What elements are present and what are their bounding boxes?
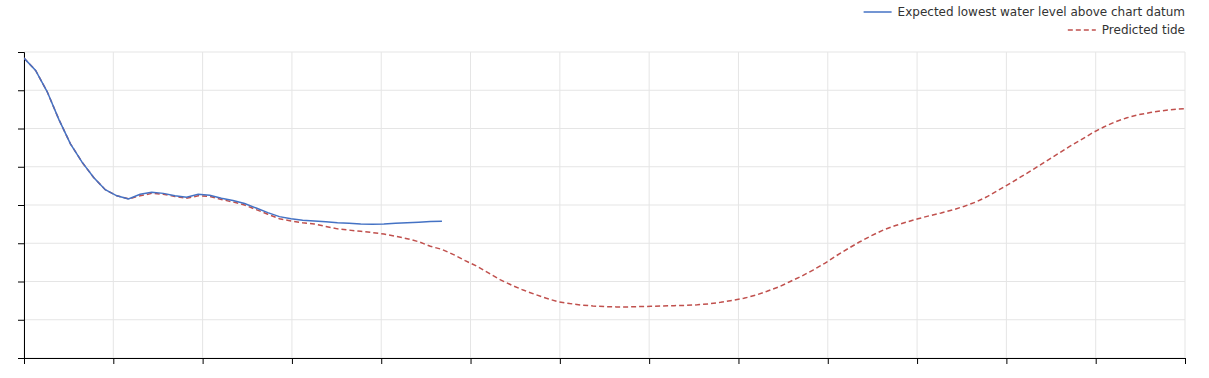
x-tick-mark: [738, 358, 739, 364]
series-line: [24, 58, 1185, 307]
x-tick-mark: [828, 358, 829, 364]
x-tick-mark: [917, 358, 918, 364]
x-tick: [649, 358, 650, 364]
y-grid-line: [24, 319, 1185, 320]
y-tick: [18, 90, 24, 91]
x-tick: [828, 358, 829, 364]
y-axis-line: [18, 53, 25, 359]
x-tick: [471, 358, 472, 364]
legend-label: Predicted tide: [1102, 23, 1185, 37]
x-tick: [560, 358, 561, 364]
y-grid-line: [24, 128, 1185, 129]
y-grid-line: [24, 205, 1185, 206]
y-tick-mark: [18, 282, 24, 283]
y-tick-mark: [18, 243, 24, 244]
legend-item: Expected lowest water level above chart …: [864, 5, 1185, 19]
y-tick-mark: [18, 90, 24, 91]
x-tick: [381, 358, 382, 364]
x-tick: [113, 358, 114, 364]
y-grid-line: [24, 52, 1185, 53]
series-line: [24, 58, 442, 224]
y-tick-mark: [18, 205, 24, 206]
x-tick-mark: [203, 358, 204, 364]
plot-area: [24, 58, 1185, 307]
x-tick-mark: [649, 358, 650, 364]
x-tick-mark: [292, 358, 293, 364]
x-tick-mark: [471, 358, 472, 364]
y-tick: [18, 320, 24, 321]
x-tick-mark: [1185, 358, 1186, 364]
x-tick: [1006, 358, 1007, 364]
y-grid-line: [24, 281, 1185, 282]
y-tick-mark: [18, 358, 24, 359]
x-tick-mark: [1096, 358, 1097, 364]
x-tick-mark: [381, 358, 382, 364]
y-grid-line: [24, 243, 1185, 244]
y-axis: [18, 53, 25, 359]
y-grid-line: [24, 90, 1185, 91]
x-tick: [292, 358, 293, 364]
legend-item: Predicted tide: [1068, 23, 1185, 37]
y-tick-mark: [18, 129, 24, 130]
y-tick: [18, 205, 24, 206]
y-tick: [18, 282, 24, 283]
grid: [24, 52, 1185, 358]
x-tick: [738, 358, 739, 364]
y-tick: [18, 358, 24, 359]
y-grid-line: [24, 166, 1185, 167]
y-tick: [18, 243, 24, 244]
legend-label: Expected lowest water level above chart …: [898, 5, 1185, 19]
y-tick: [18, 52, 24, 53]
y-tick: [18, 167, 24, 168]
chart: Expected lowest water level above chart …: [0, 0, 1209, 378]
x-axis-line: [25, 359, 1186, 365]
x-tick: [1096, 358, 1097, 364]
x-tick-mark: [113, 358, 114, 364]
x-tick: [1185, 358, 1186, 364]
y-tick: [18, 129, 24, 130]
y-tick-mark: [18, 320, 24, 321]
y-tick-mark: [18, 167, 24, 168]
legend-swatch: [864, 11, 892, 13]
x-tick: [917, 358, 918, 364]
legend: Expected lowest water level above chart …: [864, 5, 1185, 37]
legend-swatch: [1068, 29, 1096, 31]
x-tick-mark: [1006, 358, 1007, 364]
x-tick-mark: [560, 358, 561, 364]
y-tick-mark: [18, 52, 24, 53]
x-tick: [203, 358, 204, 364]
x-axis: [25, 358, 1186, 364]
